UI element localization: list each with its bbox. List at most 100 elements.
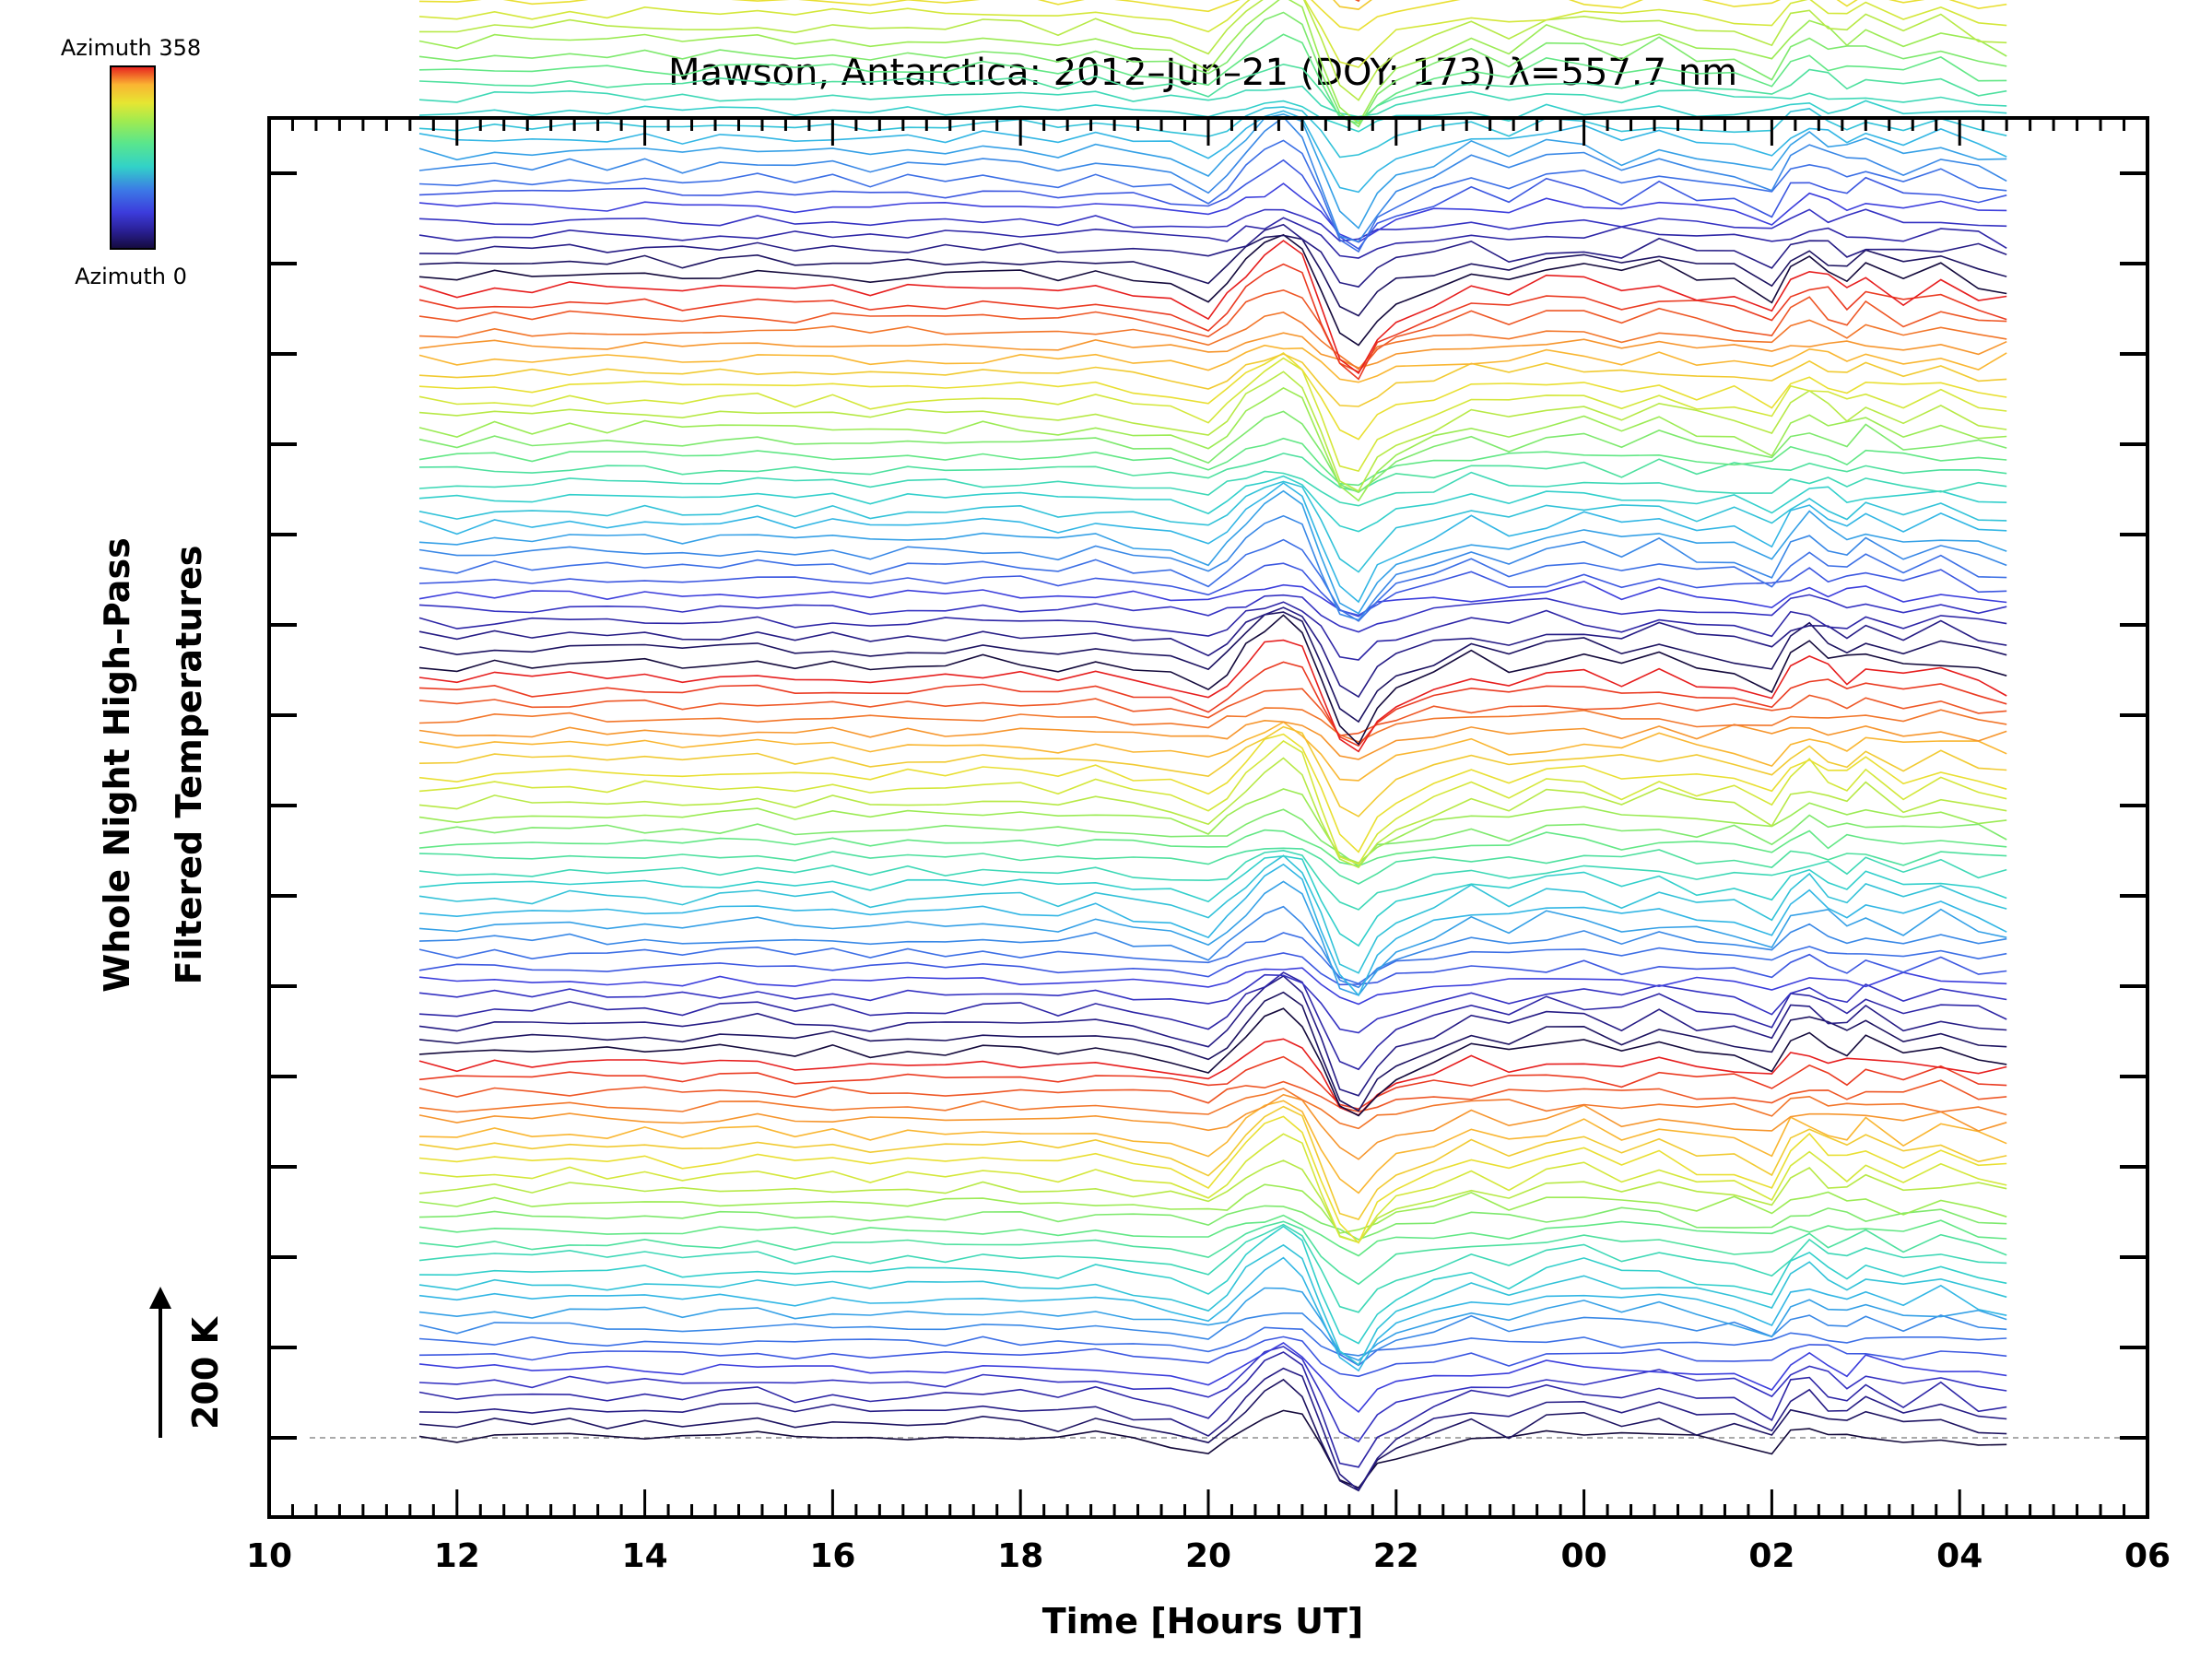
temperature-trace (418, 1342, 2007, 1414)
x-tick-label: 14 (622, 1537, 668, 1575)
temperature-trace (418, 905, 2007, 989)
temperature-trace (418, 480, 2007, 573)
temperature-trace (418, 234, 2007, 317)
temperature-trace (418, 1100, 2007, 1194)
temperature-trace (418, 1223, 2007, 1313)
temperature-trace (418, 11, 2007, 128)
temperature-trace (418, 0, 2007, 125)
temperature-trace (418, 312, 2007, 371)
temperature-trace (418, 208, 2007, 242)
temperature-trace (418, 847, 2007, 885)
chart-title: Mawson, Antarctica: 2012–Jun–21 (DOY: 17… (668, 52, 1737, 94)
temperature-trace (418, 0, 2007, 68)
temperature-trace (418, 971, 2007, 1071)
plot-frame (267, 116, 2149, 1519)
temperature-trace (418, 973, 2007, 1034)
temperature-trace (418, 1287, 2007, 1361)
temperature-trace (418, 854, 2007, 947)
temperature-trace (418, 1351, 2007, 1468)
axis-ticks (267, 118, 2149, 1517)
temperature-trace (418, 332, 2007, 369)
temperature-trace (418, 110, 2007, 194)
temperature-trace (418, 475, 2007, 533)
temperature-trace (418, 85, 2007, 118)
y-axis-label-line2: Filtered Temperatures (169, 546, 209, 985)
temperature-trace (418, 1159, 2007, 1243)
temperature-trace (418, 223, 2007, 288)
temperature-trace (418, 1093, 2007, 1160)
temperature-trace (418, 639, 2007, 753)
temperature-trace (418, 344, 2007, 383)
colorbar-top-label: Azimuth 358 (61, 35, 201, 61)
temperature-trace (418, 1105, 2007, 1220)
temperature-trace (418, 562, 2007, 617)
temperature-trace (418, 437, 2007, 487)
temperature-trace (418, 614, 2007, 746)
temperature-trace (418, 1346, 2007, 1443)
x-tick-label: 06 (2124, 1537, 2171, 1575)
temperature-trace (418, 1214, 2007, 1257)
temperature-trace (418, 719, 2007, 760)
x-tick-label: 04 (1936, 1537, 1983, 1575)
temperature-trace (418, 967, 2007, 1006)
temperature-trace (418, 733, 2007, 853)
temperature-trace (418, 788, 2007, 865)
temperature-trace (418, 1133, 2007, 1244)
temperature-trace (418, 1378, 2007, 1492)
x-axis-label: Time [Hours UT] (1042, 1601, 1364, 1641)
temperature-trace (418, 240, 2007, 375)
temperature-trace (418, 357, 2007, 473)
temperature-trace (418, 139, 2007, 253)
temperature-trace (418, 1038, 2007, 1116)
temperature-trace (418, 932, 2007, 985)
temperature-trace (418, 991, 2007, 1112)
x-tick-label: 02 (1748, 1537, 1794, 1575)
temperature-trace (418, 688, 2007, 736)
x-tick-label: 20 (1185, 1537, 1231, 1575)
temperature-trace (418, 1055, 2007, 1111)
temperature-trace (418, 159, 2007, 251)
temperature-trace (418, 263, 2007, 381)
temperature-trace (418, 594, 2007, 633)
temperature-trace (418, 33, 2007, 125)
temperature-trace (418, 1088, 2007, 1130)
temperature-trace (418, 601, 2007, 661)
y-axis-label-line1: Whole Night High–Pass (97, 537, 137, 992)
temperature-trace (418, 1225, 2007, 1345)
temperature-trace (418, 63, 2007, 123)
temperature-trace (418, 661, 2007, 747)
temperature-trace (418, 707, 2007, 743)
temperature-trace (418, 1409, 2007, 1489)
colorbar (110, 65, 156, 250)
temperature-trace (418, 538, 2007, 622)
x-tick-label: 12 (434, 1537, 480, 1575)
scale-bar-arrowhead (149, 1287, 171, 1309)
temperature-trace (418, 808, 2007, 867)
temperature-trace (418, 470, 2007, 507)
temperature-trace (418, 1243, 2007, 1366)
temperature-trace (418, 1115, 2007, 1244)
temperature-trace (418, 829, 2007, 867)
temperature-trace (418, 1256, 2007, 1372)
x-tick-label: 16 (809, 1537, 855, 1575)
temperature-trace (418, 217, 2007, 259)
temperature-trace (418, 112, 2007, 229)
temperature-trace (418, 1367, 2007, 1491)
temperature-trace (418, 1220, 2007, 1286)
temperature-trace (418, 1183, 2007, 1234)
temperature-trace (418, 740, 2007, 865)
temperature-trace (418, 725, 2007, 818)
temperature-trace (418, 489, 2007, 615)
temperature-trace (418, 371, 2007, 492)
temperature-trace (418, 849, 2007, 911)
temperature-trace (418, 1335, 2007, 1378)
temperature-trace (418, 1326, 2007, 1367)
x-tick-label: 00 (1561, 1537, 1607, 1575)
scale-bar: 200 K (149, 1287, 226, 1438)
temperature-trace (418, 482, 2007, 604)
temperature-traces (418, 0, 2007, 1492)
temperature-trace (418, 182, 2007, 243)
temperature-trace (418, 863, 2007, 997)
temperature-trace (418, 952, 2007, 986)
